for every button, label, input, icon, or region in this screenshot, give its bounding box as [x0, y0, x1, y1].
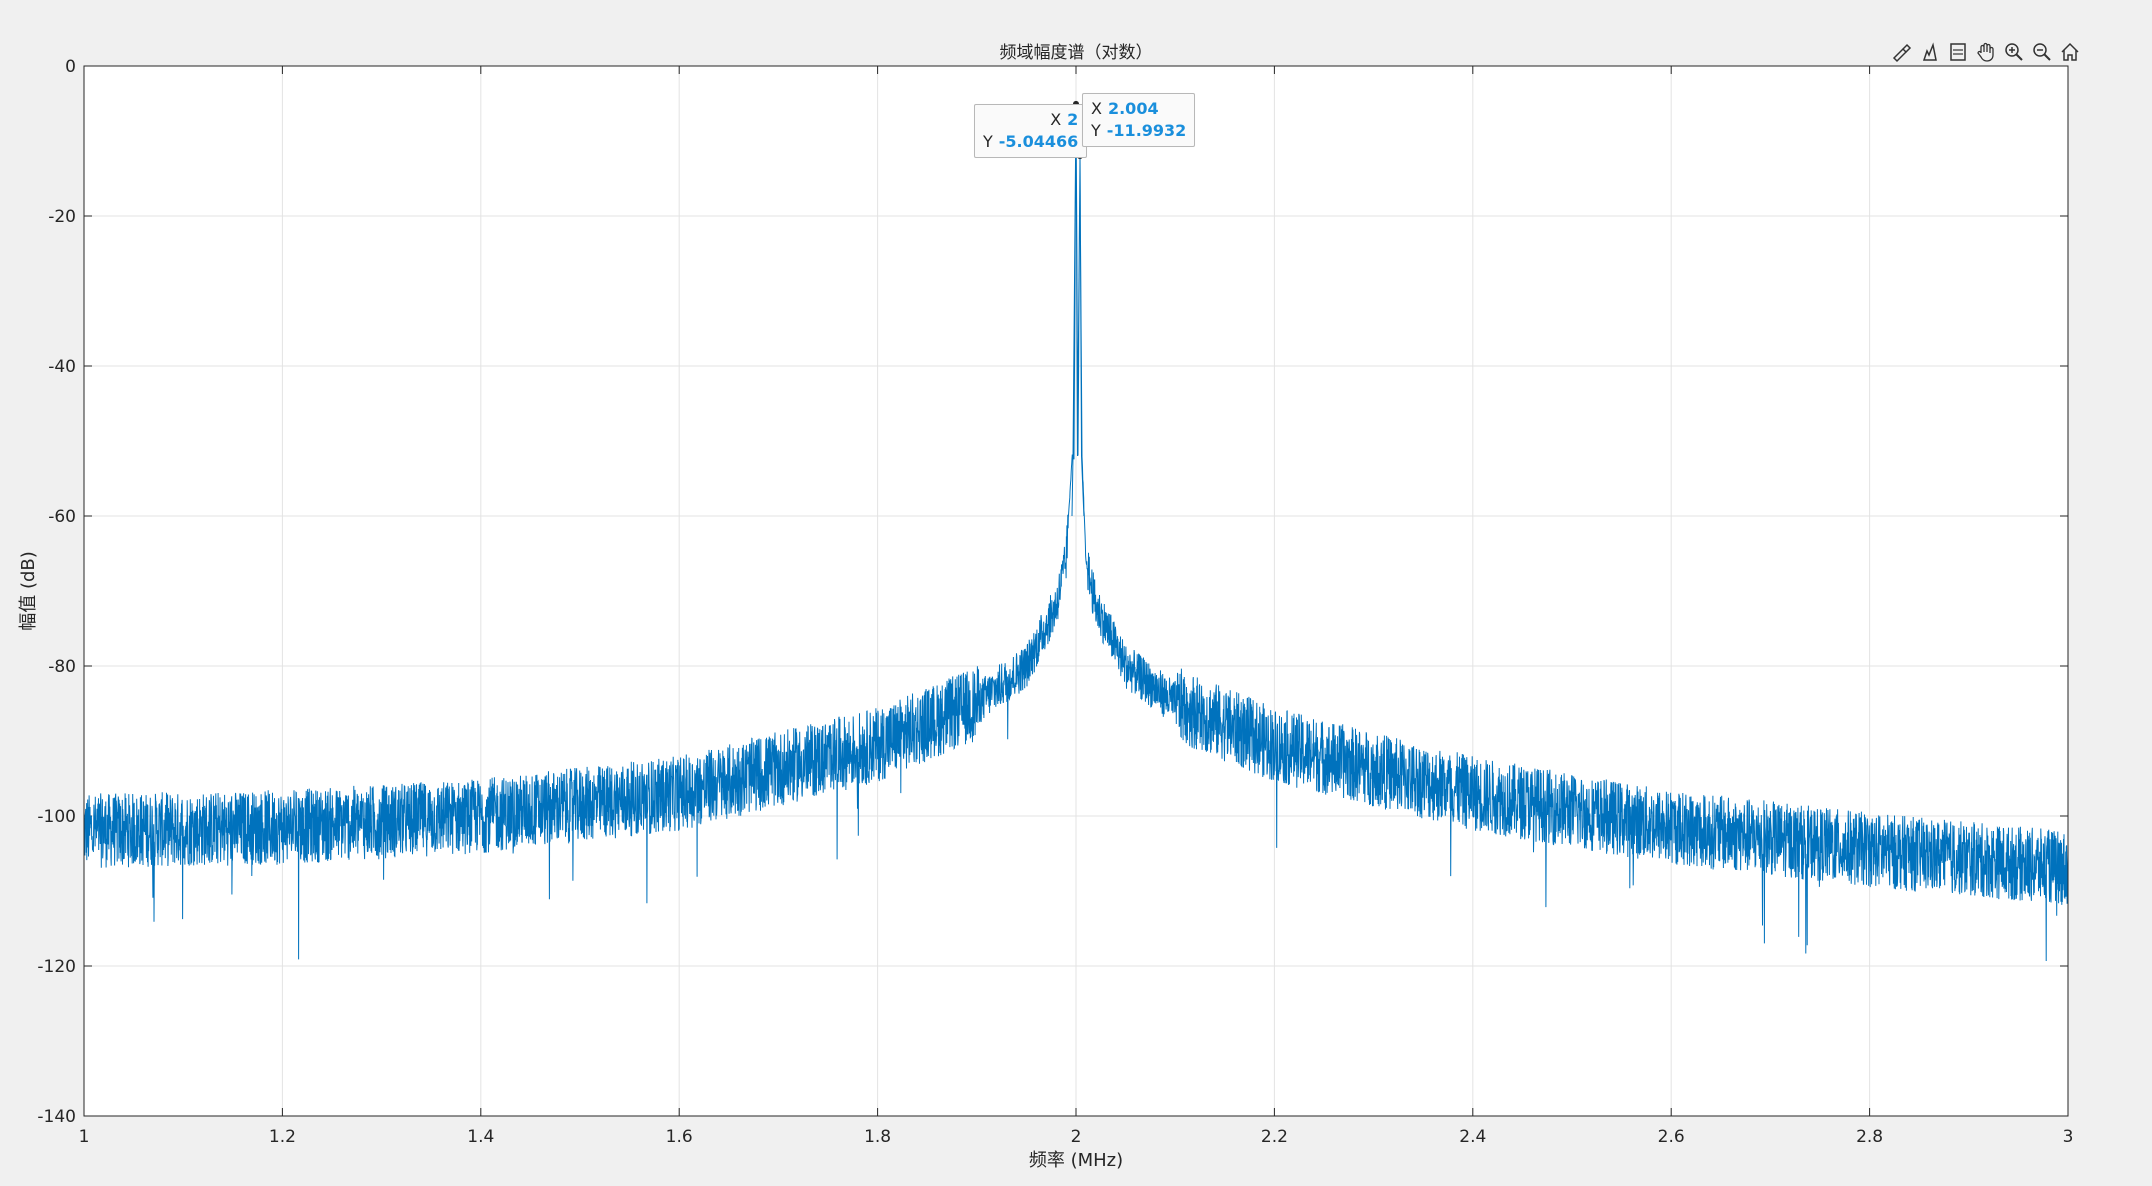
- ticks: 1 1.2 1.4 1.6 1.8 2 2.2 2.4 2.6 2.8 3 0 -20 -40 -60 -80…: [37, 57, 2073, 1147]
- y-tick-label: -140: [37, 1107, 76, 1127]
- y-tick-label: -80: [48, 657, 76, 677]
- y-tick-label: -60: [48, 507, 76, 527]
- y-tick-label: -20: [48, 207, 76, 227]
- zoom-in-icon[interactable]: [2002, 40, 2026, 64]
- datatip-2-y-key: Y: [1091, 121, 1101, 140]
- datatip-1-y-key: Y: [983, 132, 993, 151]
- y-tick-label: -40: [48, 357, 76, 377]
- rotate-icon[interactable]: [1946, 40, 1970, 64]
- x-tick-label: 2: [1071, 1127, 1082, 1147]
- x-axis-label: 频率 (MHz): [1029, 1150, 1123, 1171]
- x-tick-label: 1: [79, 1127, 90, 1147]
- datatip-2-y-value: -11.9932: [1106, 121, 1187, 140]
- x-tick-label: 2.6: [1658, 1127, 1685, 1147]
- y-tick-label: -120: [37, 957, 76, 977]
- x-tick-label: 2.2: [1261, 1127, 1288, 1147]
- datatip-icon[interactable]: [1918, 40, 1942, 64]
- home-icon[interactable]: [2058, 40, 2082, 64]
- zoom-out-icon[interactable]: [2030, 40, 2054, 64]
- brush-icon[interactable]: [1890, 40, 1914, 64]
- x-tick-label: 1.6: [666, 1127, 693, 1147]
- x-tick-label: 2.8: [1856, 1127, 1883, 1147]
- x-tick-label: 2.4: [1459, 1127, 1486, 1147]
- y-tick-label: -100: [37, 807, 76, 827]
- x-tick-label: 1.8: [864, 1127, 891, 1147]
- y-axis-label: 幅值 (dB): [18, 551, 39, 631]
- x-tick-label: 1.2: [269, 1127, 296, 1147]
- datatip-1-x-key: X: [1050, 110, 1062, 129]
- y-tick-label: 0: [65, 57, 76, 77]
- datatip-2-x-value: 2.004: [1107, 99, 1159, 118]
- datatip-2[interactable]: X 2.004 Y -11.9932: [1082, 93, 1196, 147]
- axes-toolbar: [1890, 40, 2082, 64]
- axes-box: [83, 65, 2069, 1117]
- datatip-1-y-value: -5.04466: [998, 132, 1079, 151]
- x-tick-label: 3: [2063, 1127, 2074, 1147]
- chart-title: 频域幅度谱（对数）: [1000, 43, 1153, 63]
- x-tick-label: 1.4: [467, 1127, 494, 1147]
- pan-icon[interactable]: [1974, 40, 1998, 64]
- datatip-1-x-value: 2: [1067, 110, 1079, 129]
- datatip-2-x-key: X: [1091, 99, 1102, 118]
